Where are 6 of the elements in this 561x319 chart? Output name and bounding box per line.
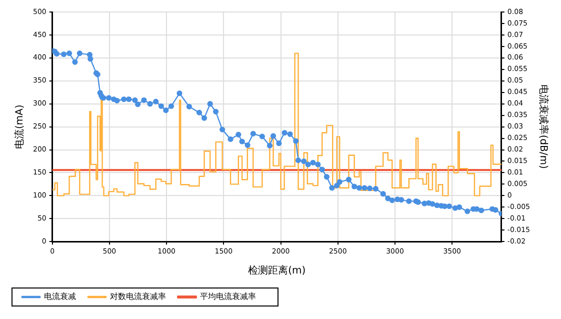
y-axis-title: 电流(mA) xyxy=(14,104,26,149)
y2-axis-title: 电流衰减率(dB/m) xyxy=(537,84,550,169)
x-axis-title: 检测距离(m) xyxy=(248,264,306,277)
legend-label: 电流衰减 xyxy=(44,292,76,302)
legend-label: 对数电流衰减率 xyxy=(110,292,166,302)
legend-label: 平均电流衰减率 xyxy=(200,292,256,302)
